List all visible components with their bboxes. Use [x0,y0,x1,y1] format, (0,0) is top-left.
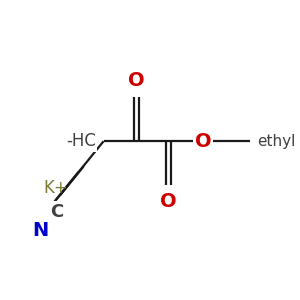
Text: -HC: -HC [66,132,96,150]
Text: K+: K+ [44,179,68,197]
Text: N: N [32,221,48,241]
Text: O: O [128,71,145,90]
Text: O: O [195,132,212,151]
Text: C: C [51,203,64,221]
Text: ethyl: ethyl [257,134,296,149]
Text: O: O [160,192,177,211]
